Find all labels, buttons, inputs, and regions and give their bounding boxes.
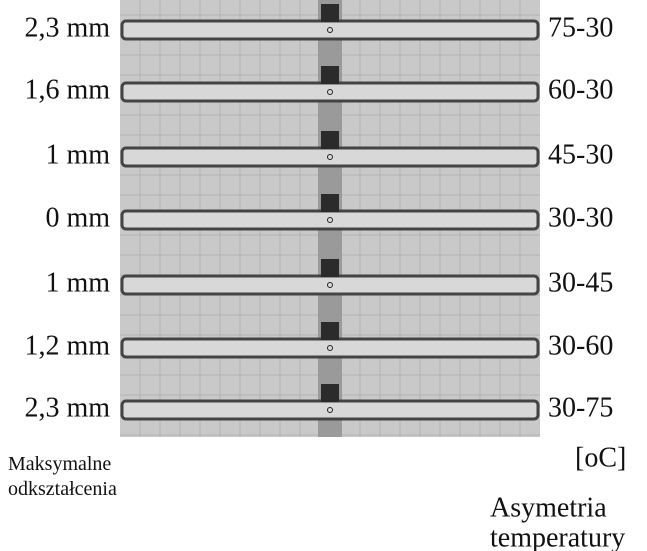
specimen-block [321, 4, 339, 22]
specimen-block [321, 384, 339, 402]
specimen-bar [120, 399, 540, 421]
specimen-bar [120, 19, 540, 41]
center-mark [327, 89, 333, 95]
left-caption: odkształcenia [8, 478, 117, 500]
temperature-label: 45-30 [548, 139, 613, 170]
specimen-block [321, 131, 339, 149]
center-mark [327, 217, 333, 223]
specimen-block [321, 322, 339, 340]
center-mark [327, 27, 333, 33]
deformation-label: 2,3 mm [24, 392, 110, 423]
specimen-bar [120, 81, 540, 103]
temperature-label: 30-30 [548, 202, 613, 233]
center-mark [327, 282, 333, 288]
deformation-label: 1 mm [45, 267, 110, 298]
deformation-label: 1,2 mm [24, 330, 110, 361]
specimen-bar [120, 274, 540, 296]
center-mark [327, 154, 333, 160]
temperature-label: 75-30 [548, 12, 613, 43]
left-caption: Maksymalne [8, 453, 111, 475]
temperature-label: 30-45 [548, 267, 613, 298]
specimen-block [321, 66, 339, 84]
specimen-bar [120, 146, 540, 168]
specimen-bar [120, 337, 540, 359]
deformation-label: 1 mm [45, 139, 110, 170]
specimen-block [321, 259, 339, 277]
right-caption: Asymetria [490, 492, 607, 523]
specimen-bar [120, 209, 540, 231]
temperature-label: 30-75 [548, 392, 613, 423]
center-mark [327, 407, 333, 413]
temperature-label: 30-60 [548, 330, 613, 361]
deformation-label: 2,3 mm [24, 12, 110, 43]
specimen-rows: 2,3 mm 75-30 1,6 mm 60-30 1 mm 45-30 0 mm 30-30… [24, 0, 613, 437]
temperature-label: 60-30 [548, 74, 613, 105]
unit-label: [oC] [575, 442, 626, 473]
center-mark [327, 345, 333, 351]
specimen-block [321, 194, 339, 212]
deformation-label: 1,6 mm [24, 74, 110, 105]
deformation-label: 0 mm [45, 202, 110, 233]
right-caption: temperatury [490, 522, 625, 551]
